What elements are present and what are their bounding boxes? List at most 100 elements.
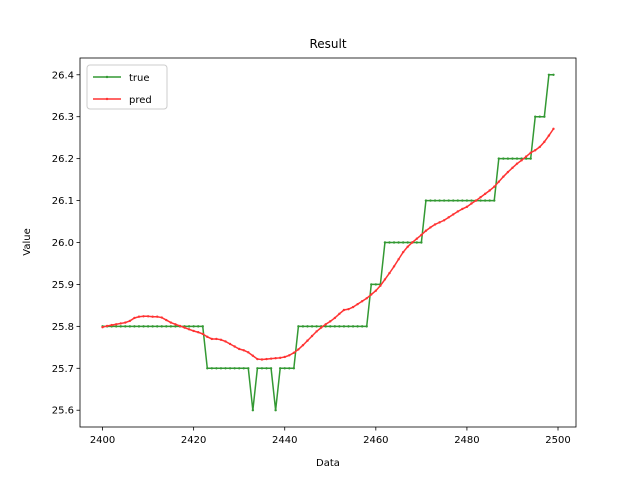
data-point [315,325,318,328]
data-point [306,339,309,342]
data-point [115,323,118,326]
data-point [433,223,437,226]
data-point [401,250,405,254]
legend-label: true [129,73,150,84]
data-point [524,155,528,158]
data-point [124,321,127,324]
data-point [356,302,359,306]
data-point [338,312,341,315]
data-point [329,320,332,323]
series-line [102,128,555,361]
data-point [515,162,519,165]
data-point [483,199,487,202]
data-point [242,367,245,370]
data-point [506,157,510,160]
data-point [288,367,291,370]
data-point [219,367,223,370]
y-tick-label: 26.3 [52,112,74,123]
data-point [547,134,551,137]
data-point [288,354,291,357]
data-point [356,325,359,328]
data-point [187,328,191,331]
data-point [165,318,168,322]
data-point [256,367,259,370]
data-point [493,185,496,188]
data-point [237,347,241,351]
data-point [292,367,296,370]
data-point [283,355,286,359]
data-point [247,351,250,354]
chart-title: Result [309,37,346,51]
data-point [429,226,432,229]
data-point [224,367,227,370]
data-point [543,140,546,144]
data-point [547,73,551,76]
data-point [201,332,204,336]
data-point [265,367,268,370]
data-point [524,157,528,160]
data-point [310,325,314,328]
y-axis-label: Value [22,228,33,255]
data-point [242,349,245,352]
data-point [219,338,223,341]
data-point [470,202,473,205]
x-tick-label: 2460 [363,435,388,446]
data-point [474,199,478,202]
data-point [456,199,460,202]
data-point [178,324,182,328]
data-point [196,325,200,328]
y-tick-label: 25.7 [52,364,74,375]
data-point [105,324,109,328]
data-point [511,166,514,170]
x-tick-label: 2400 [90,435,115,446]
data-point [333,325,337,328]
data-point [552,127,555,131]
data-point [233,345,236,348]
data-point [119,325,122,328]
data-point [215,367,218,370]
data-point [388,271,391,275]
data-point [206,335,209,339]
data-point [383,278,387,281]
data-point [156,325,159,328]
data-point [274,357,277,360]
data-point [319,326,323,329]
data-point [502,175,505,178]
data-point [374,289,378,292]
data-point [461,207,464,211]
data-point [511,157,514,160]
y-tick-label: 25.9 [52,280,74,291]
data-point [534,149,537,152]
y-tick-label: 26.0 [52,238,74,249]
data-point [388,241,391,244]
data-point [329,325,332,328]
data-point [433,199,437,202]
data-point [370,293,373,296]
y-tick-label: 26.1 [52,196,74,207]
y-tick-label: 26.4 [52,70,74,81]
data-point [415,237,419,240]
data-point [461,199,464,202]
data-point [534,115,537,118]
data-point [442,219,446,222]
data-point [497,157,500,160]
data-point [447,216,450,219]
data-point [274,409,277,412]
data-point [479,199,482,202]
data-point [424,229,428,232]
data-point [342,325,346,328]
data-point [452,213,455,216]
data-point [347,325,350,328]
data-point [156,315,159,318]
data-point [538,145,541,149]
data-point [247,367,250,370]
legend-box [86,64,168,110]
data-point [424,199,428,202]
data-point [465,199,469,202]
data-point [365,325,368,328]
data-point [237,367,241,370]
data-point [192,325,195,328]
data-point [133,316,136,320]
data-point [256,357,259,361]
